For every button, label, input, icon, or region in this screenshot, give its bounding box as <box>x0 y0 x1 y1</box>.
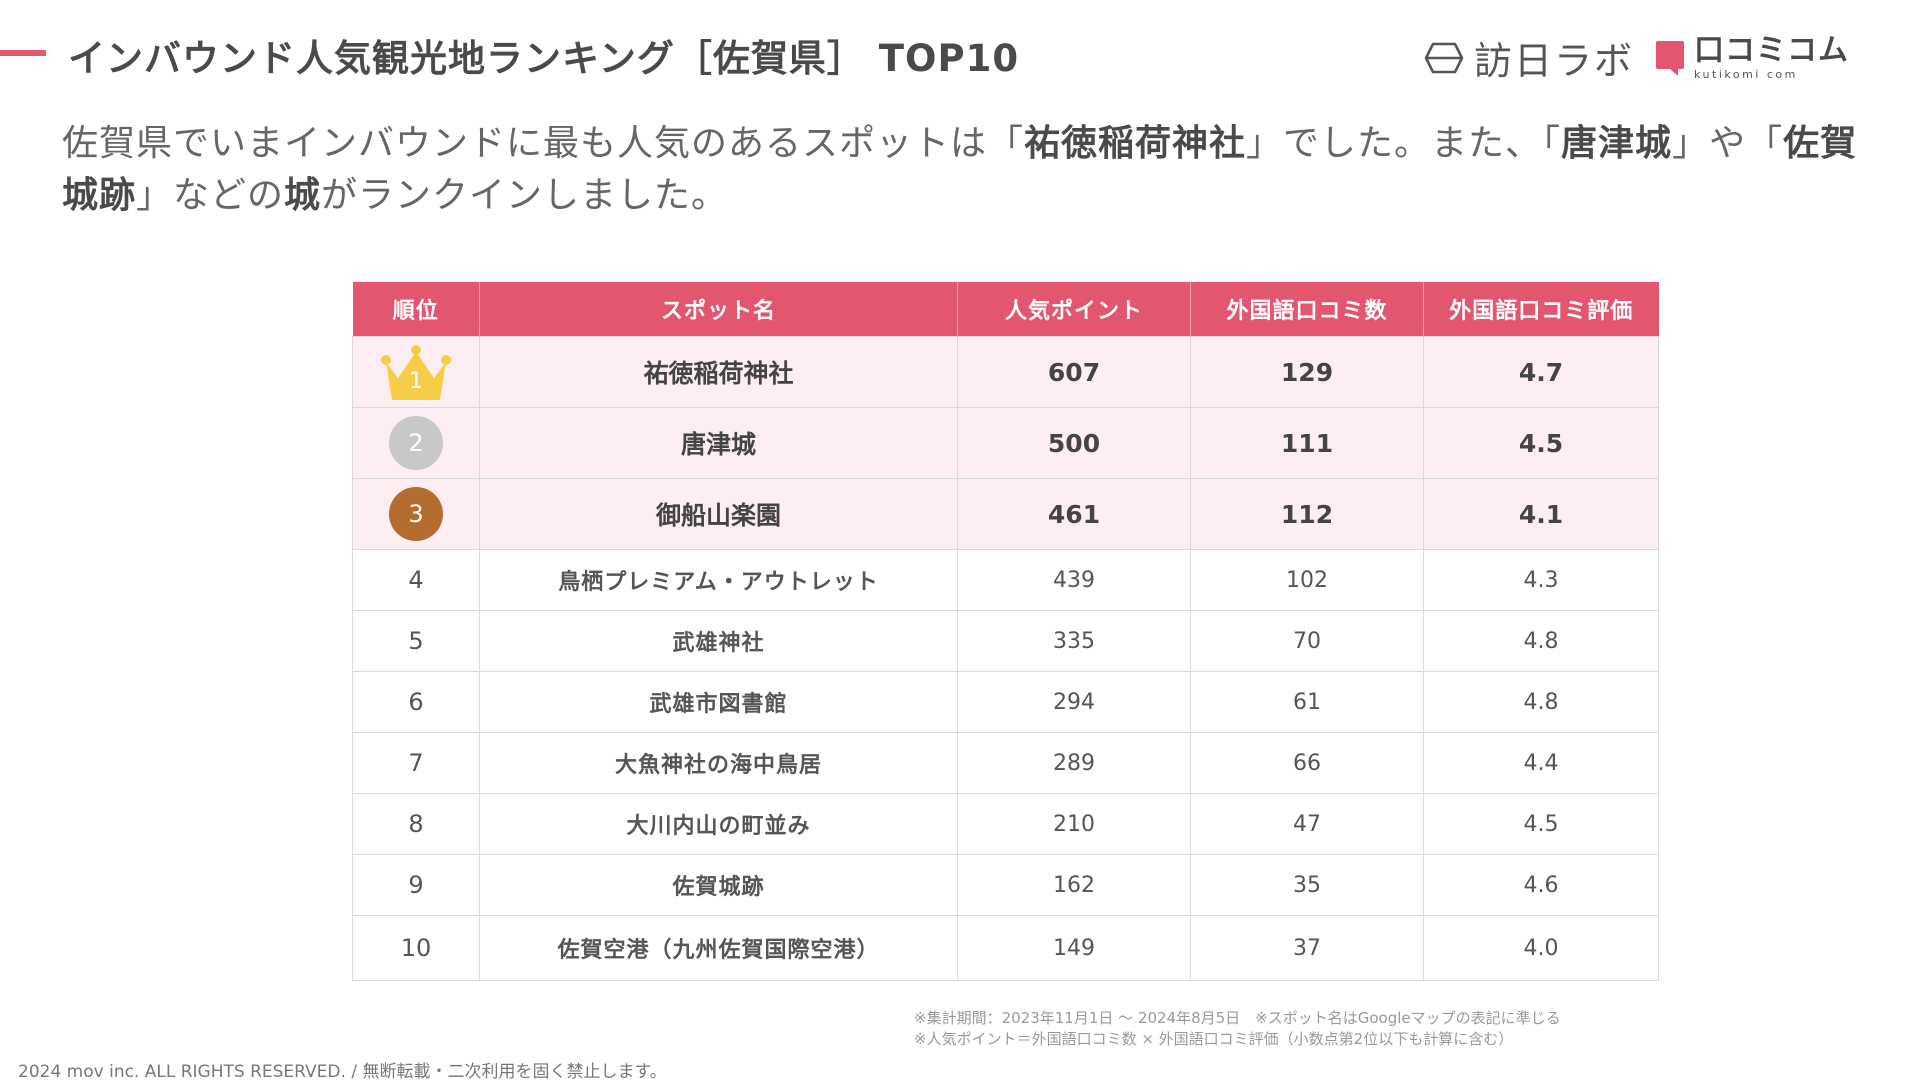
rating-cell: 4.0 <box>1423 915 1659 981</box>
table-row: 8 大川内山の町並み 210 47 4.5 <box>352 793 1659 855</box>
silver-medal-icon: 2 <box>389 416 443 470</box>
review-count-cell: 111 <box>1190 407 1424 479</box>
rank-cell: 8 <box>352 793 480 855</box>
lead-highlight: 城 <box>284 175 322 216</box>
kuchikomi-com-logo: 口コミコム kutikomi com <box>1654 32 1849 81</box>
spot-name-cell: 大魚神社の海中鳥居 <box>479 732 958 794</box>
points-cell: 149 <box>957 915 1191 981</box>
table-row: 5 武雄神社 335 70 4.8 <box>352 610 1659 672</box>
points-cell: 335 <box>957 610 1191 672</box>
rank-cell: 3 <box>352 478 480 550</box>
table-row: 7 大魚神社の海中鳥居 289 66 4.4 <box>352 732 1659 794</box>
lead-highlight: 佐賀城跡 <box>62 123 1858 216</box>
review-count-cell: 61 <box>1190 671 1424 733</box>
speech-bubble-icon <box>1656 40 1684 76</box>
table-header-row: 順位 スポット名 人気ポイント 外国語口コミ数 外国語口コミ評価 <box>352 282 1659 337</box>
spot-name-cell: 佐賀空港（九州佐賀国際空港） <box>479 915 958 981</box>
kuchikomi-com-logo-subtext: kutikomi com <box>1694 67 1798 81</box>
rating-cell: 4.5 <box>1423 407 1659 479</box>
rating-cell: 4.1 <box>1423 478 1659 550</box>
spot-name-cell: 佐賀城跡 <box>479 854 958 916</box>
lead-text: 」や「 <box>1672 123 1784 164</box>
rating-cell: 4.8 <box>1423 671 1659 733</box>
points-cell: 210 <box>957 793 1191 855</box>
review-count-cell: 35 <box>1190 854 1424 916</box>
points-cell: 461 <box>957 478 1191 550</box>
review-count-cell: 66 <box>1190 732 1424 794</box>
points-cell: 294 <box>957 671 1191 733</box>
points-cell: 607 <box>957 336 1191 408</box>
header-foreign-review-rating: 外国語口コミ評価 <box>1423 282 1659 337</box>
rank-cell: 4 <box>352 549 480 611</box>
review-count-cell: 102 <box>1190 549 1424 611</box>
lead-paragraph: 佐賀県でいまインバウンドに最も人気のあるスポットは「祐徳稲荷神社」でした。また、… <box>62 118 1882 222</box>
table-row: 6 武雄市図書館 294 61 4.8 <box>352 671 1659 733</box>
bronze-medal-icon: 3 <box>389 487 443 541</box>
table-row: 2 唐津城 500 111 4.5 <box>352 407 1659 479</box>
table-row: 3 御船山楽園 461 112 4.1 <box>352 478 1659 550</box>
lead-text: がランクインしました。 <box>321 175 729 216</box>
title-accent-bar <box>0 50 46 56</box>
review-count-cell: 129 <box>1190 336 1424 408</box>
lead-highlight: 祐徳稲荷神社 <box>1024 123 1247 164</box>
rank-cell: 9 <box>352 854 480 916</box>
rating-cell: 4.5 <box>1423 793 1659 855</box>
lead-highlight: 唐津城 <box>1561 123 1673 164</box>
rating-cell: 4.4 <box>1423 732 1659 794</box>
gold-crown-icon: 1 <box>376 342 456 402</box>
ranking-table: 順位 スポット名 人気ポイント 外国語口コミ数 外国語口コミ評価 1 祐徳稲 <box>352 282 1659 981</box>
spot-name-cell: 唐津城 <box>479 407 958 479</box>
review-count-cell: 70 <box>1190 610 1424 672</box>
spot-name-cell: 祐徳稲荷神社 <box>479 336 958 408</box>
header-rank: 順位 <box>352 282 480 337</box>
lead-text: 佐賀県でいまインバウンドに最も人気のあるスポットは「 <box>62 123 1025 164</box>
copyright-notice: 2024 mov inc. ALL RIGHTS RESERVED. / 無断転… <box>18 1062 667 1082</box>
footnote-period: ※集計期間：2023年11月1日 〜 2024年8月5日 ※スポット名はGoog… <box>914 1009 1561 1027</box>
kuchikomi-com-logo-text: 口コミコム <box>1694 32 1849 68</box>
houniti-lab-mark-icon <box>1424 42 1464 73</box>
header-popularity-points: 人気ポイント <box>957 282 1191 337</box>
points-cell: 500 <box>957 407 1191 479</box>
spot-name-cell: 大川内山の町並み <box>479 793 958 855</box>
rating-cell: 4.3 <box>1423 549 1659 611</box>
header-spot-name: スポット名 <box>479 282 958 337</box>
rating-cell: 4.7 <box>1423 336 1659 408</box>
points-cell: 439 <box>957 549 1191 611</box>
houniti-lab-logo: 訪日ラボ <box>1424 30 1634 85</box>
rank-cell: 5 <box>352 610 480 672</box>
rating-cell: 4.8 <box>1423 610 1659 672</box>
points-cell: 289 <box>957 732 1191 794</box>
spot-name-cell: 鳥栖プレミアム・アウトレット <box>479 549 958 611</box>
lead-text: 」でした。また、「 <box>1246 123 1562 164</box>
table-row: 4 鳥栖プレミアム・アウトレット 439 102 4.3 <box>352 549 1659 611</box>
spot-name-cell: 武雄市図書館 <box>479 671 958 733</box>
review-count-cell: 47 <box>1190 793 1424 855</box>
spot-name-cell: 御船山楽園 <box>479 478 958 550</box>
table-row: 9 佐賀城跡 162 35 4.6 <box>352 854 1659 916</box>
review-count-cell: 37 <box>1190 915 1424 981</box>
review-count-cell: 112 <box>1190 478 1424 550</box>
rank-cell: 1 <box>352 336 480 408</box>
rank-cell: 6 <box>352 671 480 733</box>
lead-text: 」などの <box>136 175 285 216</box>
table-row: 1 祐徳稲荷神社 607 129 4.7 <box>352 336 1659 408</box>
points-cell: 162 <box>957 854 1191 916</box>
rating-cell: 4.6 <box>1423 854 1659 916</box>
page-title: インバウンド人気観光地ランキング［佐賀県］ TOP10 <box>68 37 1020 80</box>
header-foreign-review-count: 外国語口コミ数 <box>1190 282 1424 337</box>
footnote-formula: ※人気ポイント＝外国語口コミ数 × 外国語口コミ評価（小数点第2位以下も計算に含… <box>914 1030 1514 1048</box>
brand-logos: 訪日ラボ 口コミコム kutikomi com <box>1424 30 1849 85</box>
rank-cell: 2 <box>352 407 480 479</box>
footnotes: ※集計期間：2023年11月1日 〜 2024年8月5日 ※スポット名はGoog… <box>914 1008 1561 1050</box>
spot-name-cell: 武雄神社 <box>479 610 958 672</box>
houniti-lab-logo-text: 訪日ラボ <box>1473 39 1634 83</box>
table-row: 10 佐賀空港（九州佐賀国際空港） 149 37 4.0 <box>352 915 1659 981</box>
rank-number: 1 <box>409 369 423 394</box>
rank-cell: 10 <box>352 915 480 981</box>
rank-cell: 7 <box>352 732 480 794</box>
